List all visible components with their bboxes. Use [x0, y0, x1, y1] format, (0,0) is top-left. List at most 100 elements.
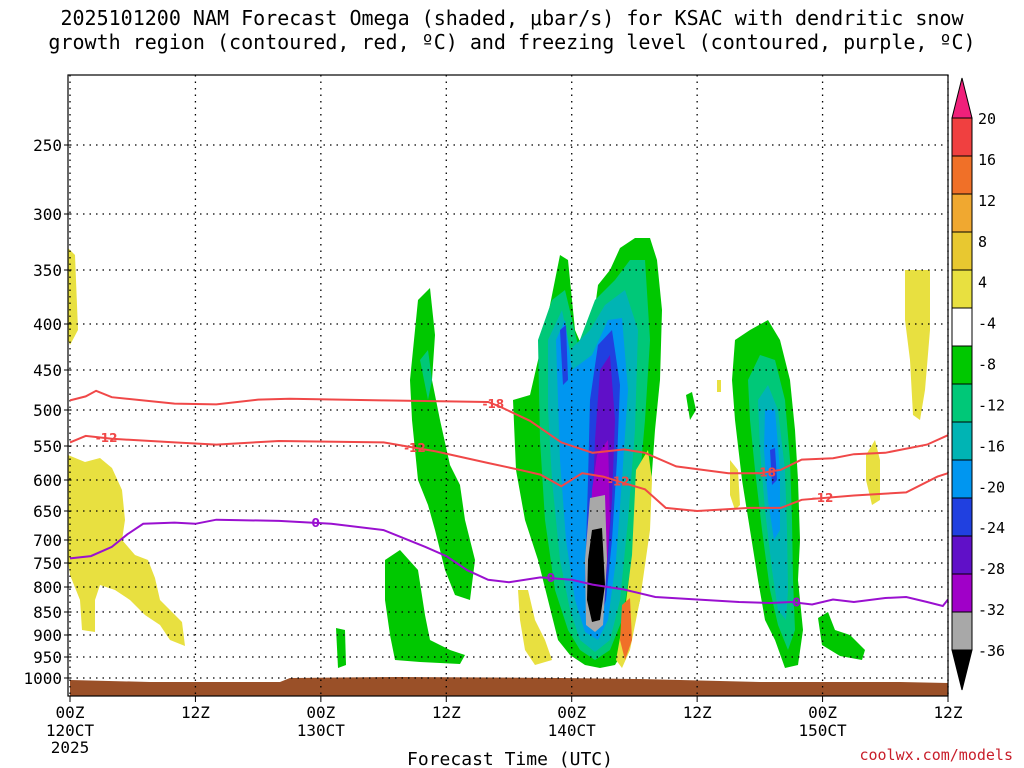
contour-label: 0 [547, 571, 555, 585]
colorbar-segment [951, 117, 973, 157]
colorbar-label: 4 [978, 274, 987, 292]
colorbar-segment [951, 497, 973, 537]
colorbar-label: 12 [978, 192, 996, 210]
y-tick-label: 250 [33, 136, 62, 155]
plot-frame [67, 74, 949, 697]
omega-shading [68, 238, 930, 668]
y-tick-label: 750 [33, 554, 62, 573]
x-tick-year: 2025 [51, 738, 90, 757]
contour-label: 0 [311, 516, 319, 530]
y-tick-label: 650 [33, 502, 62, 521]
colorbar-segment [951, 535, 973, 575]
colorbar-label: -4 [978, 315, 996, 333]
colorbar-segment [951, 345, 973, 385]
colorbar-segment [951, 573, 973, 613]
y-tick-label: 700 [33, 531, 62, 550]
credit-text: coolwx.com/models [859, 746, 1013, 764]
colorbar-label: 8 [978, 233, 987, 251]
omega-negative-patch [818, 612, 865, 660]
colorbar-segment [951, 193, 973, 233]
colorbar-label: -32 [978, 601, 1005, 619]
title-line-2: growth region (contoured, red, ºC) and f… [48, 30, 976, 54]
y-tick-label: 950 [33, 648, 62, 667]
omega-negative-patch [336, 628, 346, 668]
omega-positive-patch [730, 460, 740, 510]
colorbar-segment [951, 383, 973, 423]
y-tick-label: 500 [33, 401, 62, 420]
omega-negative-patch [420, 350, 432, 400]
omega-negative-patch [560, 325, 568, 385]
colorbar-label: -12 [978, 396, 1005, 414]
colorbar-segment [951, 231, 973, 271]
omega-negative-patch [385, 550, 465, 664]
omega-positive-patch [620, 598, 632, 660]
omega-positive-patch [717, 380, 721, 392]
x-tick-label: 12Z [181, 703, 210, 722]
colorbar-segment [951, 269, 973, 309]
contour-line [69, 389, 949, 475]
x-axis-label: Forecast Time (UTC) [407, 749, 613, 768]
omega-positive-patch [905, 270, 930, 420]
y-tick-label: 400 [33, 315, 62, 334]
x-tick-date: 150CT [798, 721, 847, 740]
contour-label: -18 [754, 465, 776, 479]
omega-positive-patch [518, 590, 552, 665]
colorbar-bottom-arrow [951, 649, 973, 691]
x-tick-label: 00Z [808, 703, 837, 722]
omega-positive-patch [68, 248, 78, 345]
omega-negative-patch [686, 392, 696, 420]
omega-positive-patch [866, 440, 880, 505]
x-tick-label: 00Z [306, 703, 335, 722]
omega-negative-patch [770, 448, 777, 485]
y-tick-label: 900 [33, 626, 62, 645]
colorbar-segment [951, 307, 973, 347]
y-tick-label: 550 [33, 437, 62, 456]
colorbar-label: -20 [978, 478, 1005, 496]
y-tick-label: 300 [33, 205, 62, 224]
contour-line [69, 434, 949, 513]
colorbar: 20 16 12 8 4 -4 -8 -12 -16 -20 -24 -28 -32 -36 [951, 77, 1005, 691]
y-tick-label: 350 [33, 261, 62, 280]
x-tick-date: 140CT [548, 721, 597, 740]
contour-label: -12 [812, 491, 834, 505]
x-tick-label: 00Z [56, 703, 85, 722]
y-tick-label: 1000 [23, 669, 62, 688]
y-axis-ticks: 250 300 350 400 450 500 550 600 650 700 750 800 850 9… [23, 136, 70, 688]
y-tick-label: 600 [33, 471, 62, 490]
colorbar-label: -16 [978, 437, 1005, 455]
colorbar-label: 20 [978, 110, 996, 128]
title-line-1: 2025101200 NAM Forecast Omega (shaded, μ… [60, 6, 964, 30]
x-tick-date: 130CT [297, 721, 346, 740]
contour-label: -12 [608, 475, 630, 489]
contour-label: 0 [792, 596, 800, 610]
omega-positive-patch [68, 455, 185, 646]
x-tick-label: 00Z [557, 703, 586, 722]
contour-label: -12 [404, 441, 426, 455]
colorbar-label: -24 [978, 519, 1005, 537]
colorbar-label: -8 [978, 356, 996, 374]
x-tick-date: 120CT [46, 721, 95, 740]
y-tick-label: 800 [33, 578, 62, 597]
colorbar-label: -36 [978, 642, 1005, 660]
y-tick-label: 450 [33, 361, 62, 380]
colorbar-label: -28 [978, 560, 1005, 578]
omega-negative-patch [587, 528, 605, 622]
colorbar-top-arrow [951, 77, 973, 119]
terrain [70, 677, 948, 696]
colorbar-segment [951, 155, 973, 195]
chart-title: 2025101200 NAM Forecast Omega (shaded, μ… [0, 6, 1024, 54]
colorbar-label: 16 [978, 151, 996, 169]
y-tick-label: 850 [33, 603, 62, 622]
x-tick-label: 12Z [432, 703, 461, 722]
colorbar-segment [951, 459, 973, 499]
contour-lines: -18 -18 -12 -12 -12 -12 0 0 0 [69, 389, 949, 610]
contour-label: -18 [482, 397, 504, 411]
colorbar-segment [951, 421, 973, 461]
x-tick-label: 12Z [934, 703, 963, 722]
contour-label: -12 [96, 431, 118, 445]
contour-line [69, 518, 949, 608]
x-tick-label: 12Z [683, 703, 712, 722]
colorbar-segment [951, 611, 973, 651]
